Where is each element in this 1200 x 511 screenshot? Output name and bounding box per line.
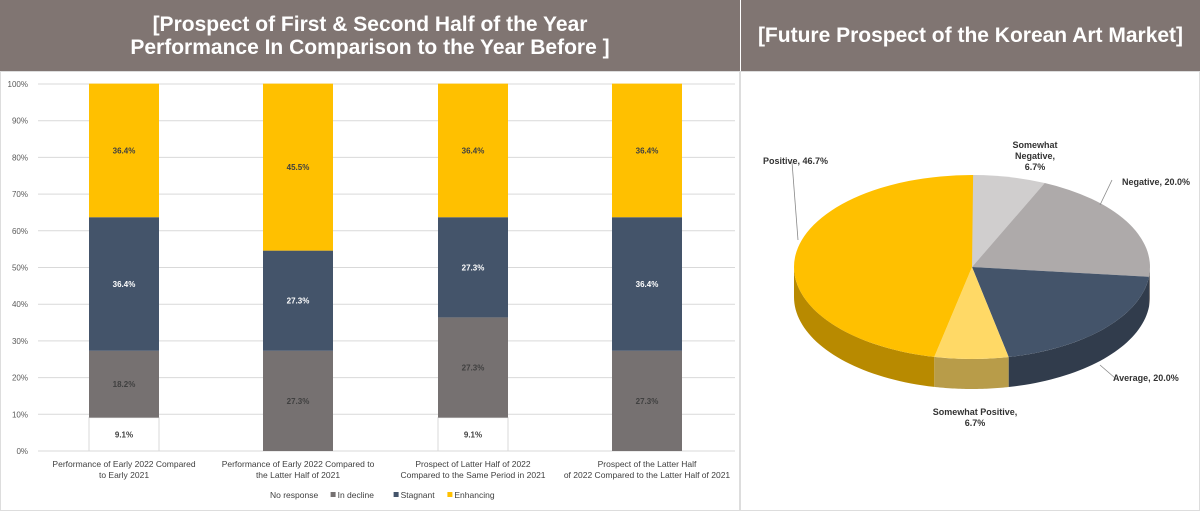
pie-slice [934, 267, 1009, 359]
data-label: 36.4% [462, 146, 485, 155]
y-tick-label: 30% [12, 337, 28, 346]
data-label: 27.3% [462, 263, 485, 272]
pie-label-average: Average, 20.0% [1113, 373, 1179, 383]
y-tick-label: 40% [12, 300, 28, 309]
data-label: 9.1% [464, 430, 482, 439]
bar-segment-stagnant [438, 217, 508, 318]
pie-label-negative: Negative, 20.0% [1122, 177, 1191, 187]
data-label: 9.1% [115, 430, 133, 439]
bar-segment-enhancing [612, 83, 682, 218]
bar-segment-no-response [437, 417, 509, 452]
data-label: 36.4% [636, 146, 659, 155]
pie-slice [972, 175, 1045, 267]
bar-segment-stagnant [89, 217, 159, 351]
bar-segment-in-decline [438, 317, 508, 418]
leader-line [791, 161, 799, 241]
y-tick-label: 20% [12, 374, 28, 383]
y-tick-label: 70% [12, 190, 28, 199]
legend-item: Stagnant [401, 490, 436, 500]
y-tick-label: 60% [12, 227, 28, 236]
bar-segment-in-decline [612, 350, 682, 451]
bar-segment-no-response [88, 417, 160, 452]
data-label: 27.3% [287, 297, 310, 306]
legend-swatch [330, 492, 336, 497]
data-label: 45.5% [287, 163, 310, 172]
data-label: 27.3% [636, 397, 659, 406]
y-tick-label: 100% [8, 80, 28, 89]
pie-slice [972, 267, 1149, 358]
bar-chart-title-text: [Prospect of First & Second Half of the … [130, 12, 610, 59]
data-label: 36.4% [113, 280, 136, 289]
pie-chart-title-text: [Future Prospect of the Korean Art Marke… [757, 23, 1184, 47]
pie-slice-side [1008, 276, 1149, 388]
x-tick-label: of 2022 Compared to the Latter Half of 2… [564, 470, 731, 480]
bar-segment-enhancing [89, 83, 159, 218]
data-label: 18.2% [113, 380, 136, 389]
leader-line [1099, 179, 1113, 206]
y-tick-label: 50% [12, 264, 28, 273]
bar-segment-stagnant [612, 217, 682, 351]
bar-segment-enhancing [263, 83, 333, 251]
data-label: 36.4% [113, 146, 136, 155]
bar-segment-in-decline [89, 350, 159, 418]
x-tick-label: Prospect of Latter Half of 2022 [415, 459, 531, 469]
y-tick-label: 90% [12, 117, 28, 126]
bar-chart-title: [Prospect of First & Second Half of the … [0, 0, 740, 71]
bar-chart: 0% 10% 20% 30% 40% 50% 60% 70% 80% 90% 100% 9.1% 18.… [8, 80, 735, 500]
data-label: 36.4% [636, 280, 659, 289]
bar-segment-in-decline [263, 350, 333, 451]
x-tick-label: to Early 2021 [99, 470, 149, 480]
legend-swatch [447, 492, 453, 497]
leader-line [1099, 364, 1116, 379]
pie-label-somewhat-negative: Somewhat Negative, 6.7% [1012, 140, 1058, 172]
pie-label-somewhat-positive: Somewhat Positive, 6.7% [932, 407, 1018, 428]
pie-slice-side [794, 267, 935, 387]
bar-segment-stagnant [263, 250, 333, 351]
y-tick-label: 0% [16, 447, 28, 456]
legend-item: No response [270, 490, 318, 500]
x-tick-label: Performance of Early 2022 Compared [52, 459, 195, 469]
y-tick-label: 10% [12, 410, 28, 419]
legend-swatch [393, 492, 399, 497]
pie-slice [794, 175, 974, 357]
pie-chart-title: [Future Prospect of the Korean Art Marke… [741, 0, 1200, 71]
pie-slice-side [1148, 267, 1150, 307]
data-label: 27.3% [462, 364, 485, 373]
x-tick-label: the Latter Half of 2021 [256, 470, 340, 480]
pie-chart [791, 161, 1150, 389]
legend-item: Enhancing [454, 490, 494, 500]
data-label: 27.3% [287, 397, 310, 406]
legend-item: In decline [338, 490, 375, 500]
bar-segment-enhancing [438, 83, 508, 218]
x-tick-label: Prospect of the Latter Half [598, 459, 697, 469]
pie-slice [972, 183, 1150, 277]
x-tick-label: Performance of Early 2022 Compared to [222, 459, 375, 469]
y-tick-label: 80% [12, 153, 28, 162]
x-tick-label: Compared to the Same Period in 2021 [400, 470, 545, 480]
pie-label-positive: Positive, 46.7% [763, 156, 829, 166]
pie-slice-side [934, 356, 1009, 389]
